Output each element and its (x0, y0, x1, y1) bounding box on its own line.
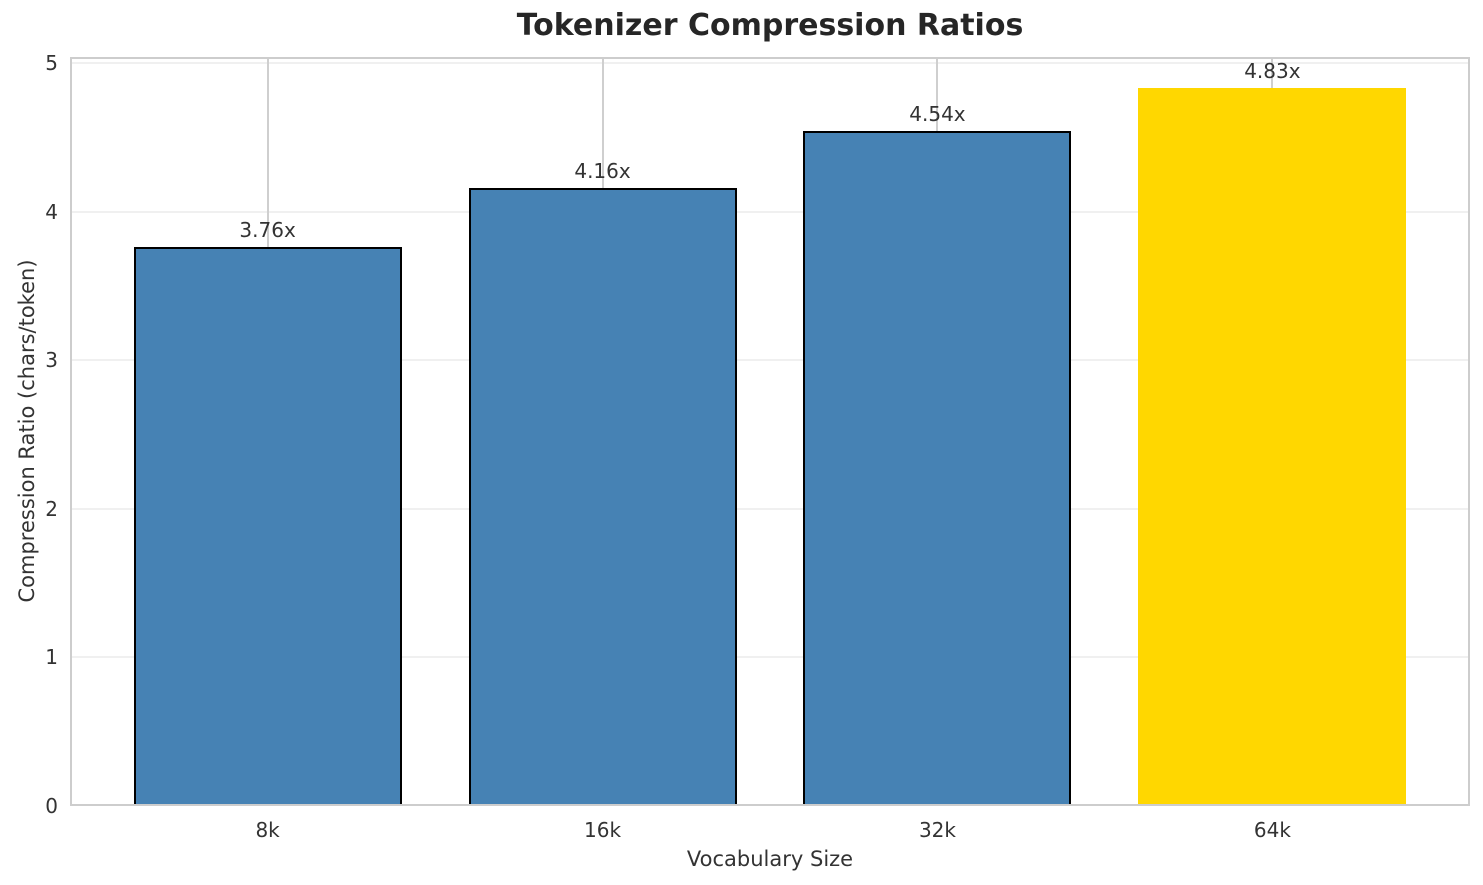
y-tick-label: 0 (45, 794, 58, 818)
bar-16k (468, 187, 737, 806)
x-tick-label: 64k (1253, 818, 1291, 842)
horizontal-gridline (70, 210, 1470, 213)
y-tick-label: 2 (45, 496, 58, 521)
horizontal-gridline (70, 507, 1470, 510)
y-tick-label: 4 (45, 199, 58, 224)
bar-value-label: 4.83x (1244, 59, 1301, 84)
bar-value-label: 3.76x (239, 218, 296, 243)
x-tick-label: 32k (918, 818, 956, 842)
x-axis-label: Vocabulary Size (686, 847, 854, 871)
left-spine (70, 57, 72, 806)
y-tick-label: 5 (45, 50, 58, 75)
top-spine (70, 57, 1470, 59)
right-spine (1468, 57, 1470, 806)
plot-area: 3.76x 4.16x 4.54x 4.83x (70, 57, 1470, 806)
chart-title: Tokenizer Compression Ratios (516, 8, 1024, 43)
y-tick-label: 3 (45, 348, 58, 373)
bar-value-label: 4.54x (909, 102, 966, 127)
bar-32k (803, 131, 1072, 806)
y-tick-label: 1 (45, 645, 58, 670)
bottom-spine (70, 804, 1470, 806)
y-axis-label: Compression Ratio (chars/token) (15, 259, 39, 603)
bar-8k (133, 247, 402, 806)
x-tick-label: 8k (255, 818, 280, 842)
horizontal-gridline (70, 359, 1470, 362)
bar-64k (1138, 88, 1407, 806)
horizontal-gridline (70, 656, 1470, 659)
horizontal-gridline (70, 61, 1470, 64)
x-tick-label: 16k (584, 818, 622, 842)
bar-value-label: 4.16x (574, 158, 631, 183)
